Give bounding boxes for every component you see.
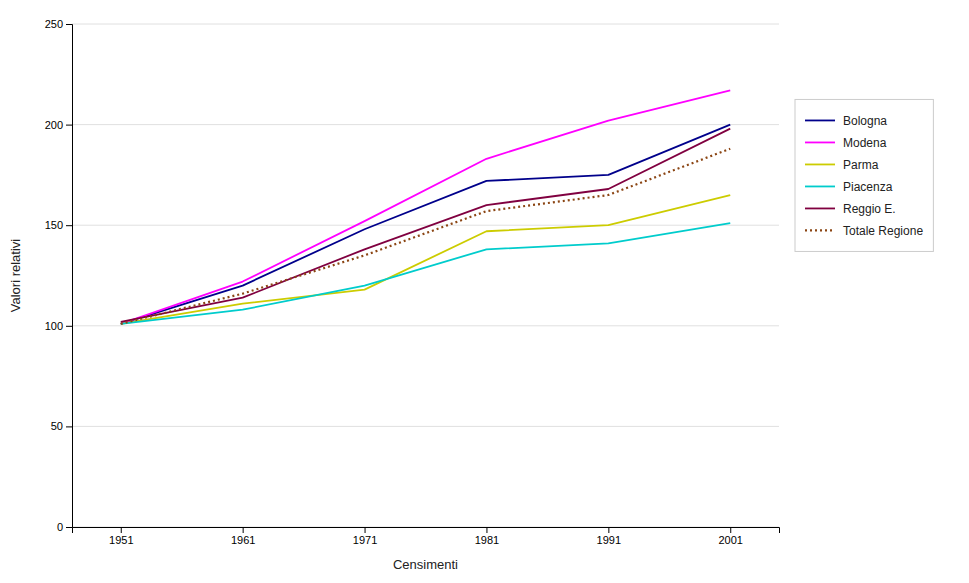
y-tick-mark bbox=[66, 24, 72, 25]
lines bbox=[121, 90, 730, 323]
y-tick-mark bbox=[66, 426, 72, 427]
y-tick-mark bbox=[66, 527, 72, 528]
x-tick: 2001 bbox=[718, 527, 742, 546]
grid-line bbox=[72, 124, 779, 125]
grid-line bbox=[72, 24, 779, 25]
legend-swatch bbox=[805, 164, 835, 166]
legend-item: Piacenza bbox=[805, 180, 893, 194]
x-tick-mark bbox=[365, 527, 366, 533]
x-tick-mark bbox=[608, 527, 609, 533]
x-tick-label: 1961 bbox=[231, 534, 255, 546]
plot: 1951 1961 1971 1981 1991 2001 0 50 100 150 200 250 bbox=[45, 18, 780, 546]
y-tick: 50 bbox=[51, 420, 72, 432]
y-tick: 100 bbox=[45, 320, 72, 332]
x-tick: 1961 bbox=[231, 527, 255, 546]
legend: Bologna Modena Parma Piacenza Reggio E. Total… bbox=[795, 99, 933, 251]
legend-label: Bologna bbox=[843, 114, 887, 128]
x-tick-label: 2001 bbox=[718, 534, 742, 546]
y-tick-label: 200 bbox=[45, 119, 63, 131]
x-axis-line bbox=[73, 528, 780, 534]
legend-label: Modena bbox=[843, 136, 887, 150]
x-tick: 1971 bbox=[353, 527, 377, 546]
y-tick: 200 bbox=[45, 119, 72, 131]
legend-item: Parma bbox=[805, 158, 879, 172]
x-axis-title: Censimenti bbox=[393, 557, 458, 572]
legend-swatch bbox=[805, 142, 835, 144]
y-axis-line bbox=[66, 25, 73, 528]
grid bbox=[72, 24, 779, 527]
series-line bbox=[121, 125, 730, 324]
y-tick-label: 0 bbox=[57, 521, 63, 533]
legend-item: Totale Regione bbox=[805, 224, 923, 238]
x-tick-mark bbox=[121, 527, 122, 533]
x-axis: 1951 1961 1971 1981 1991 2001 bbox=[73, 527, 780, 546]
grid-line bbox=[72, 426, 779, 427]
grid-line bbox=[72, 225, 779, 226]
x-tick: 1981 bbox=[475, 527, 499, 546]
y-tick-label: 250 bbox=[45, 18, 63, 30]
series-line bbox=[121, 149, 730, 324]
y-tick-mark bbox=[66, 125, 72, 126]
legend-item: Modena bbox=[805, 136, 887, 150]
y-tick: 150 bbox=[45, 219, 72, 231]
legend-item: Reggio E. bbox=[805, 202, 896, 216]
chart: 1951 1961 1971 1981 1991 2001 0 50 100 150 200 250 C… bbox=[0, 0, 969, 583]
series-line bbox=[121, 90, 730, 323]
y-tick-label: 100 bbox=[45, 320, 63, 332]
x-tick-mark bbox=[730, 527, 731, 533]
y-tick-mark bbox=[66, 326, 72, 327]
series-line bbox=[121, 223, 730, 324]
y-tick: 0 bbox=[57, 521, 72, 533]
legend-label: Totale Regione bbox=[843, 224, 923, 238]
grid-line bbox=[72, 325, 779, 326]
y-axis: 0 50 100 150 200 250 bbox=[45, 18, 73, 533]
x-tick-label: 1951 bbox=[109, 534, 133, 546]
y-tick-label: 150 bbox=[45, 219, 63, 231]
x-tick-label: 1991 bbox=[597, 534, 621, 546]
legend-swatch bbox=[805, 229, 835, 231]
legend-label: Piacenza bbox=[843, 180, 893, 194]
legend-label: Parma bbox=[843, 158, 879, 172]
x-tick-label: 1981 bbox=[475, 534, 499, 546]
legend-swatch bbox=[805, 120, 835, 122]
x-tick-label: 1971 bbox=[353, 534, 377, 546]
y-axis-title: Valori relativi bbox=[8, 239, 23, 313]
x-tick: 1991 bbox=[597, 527, 621, 546]
legend-item: Bologna bbox=[805, 114, 887, 128]
y-tick-mark bbox=[66, 225, 72, 226]
legend-swatch bbox=[805, 208, 835, 210]
legend-label: Reggio E. bbox=[843, 202, 896, 216]
legend-box bbox=[795, 99, 933, 251]
x-tick-mark bbox=[486, 527, 487, 533]
y-tick: 250 bbox=[45, 18, 72, 30]
legend-swatch bbox=[805, 186, 835, 188]
x-tick-mark bbox=[243, 527, 244, 533]
y-tick-label: 50 bbox=[51, 420, 63, 432]
series-line bbox=[121, 129, 730, 322]
x-tick: 1951 bbox=[109, 527, 133, 546]
